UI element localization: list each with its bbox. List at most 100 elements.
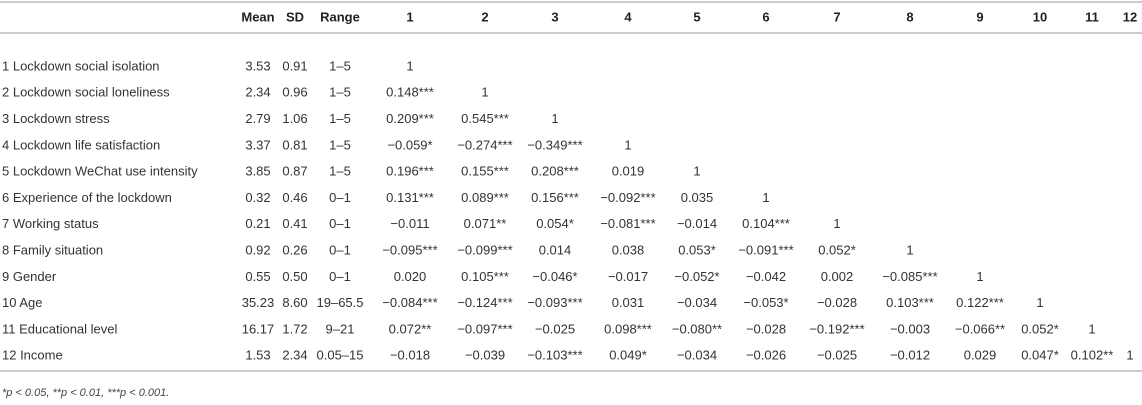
cell: 0.81: [282, 137, 307, 152]
cell: 0.020: [394, 269, 427, 284]
header-cell: 6: [762, 9, 769, 24]
cell: 0.545***: [461, 111, 509, 126]
cell: 0.105***: [461, 269, 509, 284]
cell: 0.019: [612, 164, 645, 179]
cell: 1–5: [329, 137, 351, 152]
cell: 3.53: [245, 58, 270, 73]
row-label: 6 Experience of the lockdown: [2, 190, 172, 205]
cell: 0.002: [821, 269, 854, 284]
cell: 0.32: [245, 190, 270, 205]
cell: −0.028: [746, 321, 786, 336]
cell: −0.014: [677, 216, 717, 231]
row-label: 10 Age: [2, 295, 43, 310]
cell: 0.46: [282, 190, 307, 205]
header-cell: 9: [976, 9, 983, 24]
cell: −0.059*: [387, 137, 432, 152]
header-cell: 4: [624, 9, 632, 24]
cell: 1.53: [245, 348, 270, 363]
cell: 0–1: [329, 269, 351, 284]
cell: 0.209***: [386, 111, 434, 126]
cell: 0.26: [282, 243, 307, 258]
cell: 0.038: [612, 243, 645, 258]
cell: 2.34: [282, 348, 307, 363]
cell: 0.91: [282, 58, 307, 73]
cell: −0.053*: [743, 295, 788, 310]
cell: 0.155***: [461, 164, 509, 179]
cell: 1: [906, 243, 913, 258]
header-cell: 7: [833, 9, 840, 24]
cell: 1: [1088, 321, 1095, 336]
row-label: 9 Gender: [2, 269, 57, 284]
cell: −0.084***: [382, 295, 437, 310]
cell: 1: [406, 58, 413, 73]
cell: 0–1: [329, 216, 351, 231]
cell: −0.039: [465, 348, 505, 363]
cell: 0.089***: [461, 190, 509, 205]
cell: 0–1: [329, 243, 351, 258]
cell: 0.047*: [1021, 348, 1059, 363]
cell: −0.034: [677, 348, 717, 363]
cell: −0.017: [608, 269, 648, 284]
row-label: 11 Educational level: [2, 321, 118, 336]
cell: −0.091***: [738, 243, 793, 258]
cell: −0.080**: [672, 321, 722, 336]
cell: 0.87: [282, 164, 307, 179]
cell: 19–65.5: [317, 295, 364, 310]
cell: 0.156***: [531, 190, 579, 205]
cell: 3.37: [245, 137, 270, 152]
cell: −0.066**: [955, 321, 1005, 336]
footnote: *p < 0.05, **p < 0.01, ***p < 0.001.: [2, 387, 169, 399]
cell: 0.96: [282, 85, 307, 100]
cell: −0.028: [817, 295, 857, 310]
cell: 0.50: [282, 269, 307, 284]
header-cell: 8: [906, 9, 913, 24]
row-label: 5 Lockdown WeChat use intensity: [2, 164, 198, 179]
cell: −0.097***: [457, 321, 512, 336]
cell: −0.274***: [457, 137, 512, 152]
header-cell: 12: [1123, 9, 1137, 24]
cell: 0.049*: [609, 348, 647, 363]
cell: −0.003: [890, 321, 930, 336]
cell: 9–21: [326, 321, 355, 336]
header-cell: 10: [1033, 9, 1047, 24]
cell: 0.104***: [742, 216, 790, 231]
cell: −0.026: [746, 348, 786, 363]
cell: 1.06: [282, 111, 307, 126]
cell: 1: [551, 111, 558, 126]
cell: 1: [1036, 295, 1043, 310]
cell: 0.053*: [678, 243, 716, 258]
row-label: 7 Working status: [2, 216, 99, 231]
cell: 0.035: [681, 190, 714, 205]
cell: 0.031: [612, 295, 645, 310]
cell: −0.046*: [532, 269, 577, 284]
cell: 0–1: [329, 190, 351, 205]
cell: −0.085***: [882, 269, 937, 284]
row-label: 4 Lockdown life satisfaction: [2, 137, 160, 152]
cell: 0.103***: [886, 295, 934, 310]
cell: −0.124***: [457, 295, 512, 310]
cell: 0.071**: [464, 216, 507, 231]
row-label: 2 Lockdown social loneliness: [2, 85, 170, 100]
cell: −0.093***: [527, 295, 582, 310]
cell: 1: [1126, 348, 1133, 363]
row-label: 3 Lockdown stress: [2, 111, 110, 126]
cell: 8.60: [282, 295, 307, 310]
cell: 0.196***: [386, 164, 434, 179]
cell: 0.029: [964, 348, 997, 363]
cell: 1: [693, 164, 700, 179]
cell: 35.23: [242, 295, 275, 310]
cell: −0.081***: [600, 216, 655, 231]
cell: 0.052*: [1021, 321, 1059, 336]
cell: −0.349***: [527, 137, 582, 152]
cell: 0.131***: [386, 190, 434, 205]
header-cell: 1: [406, 9, 413, 24]
cell: 1: [833, 216, 840, 231]
cell: −0.192***: [809, 321, 864, 336]
cell: 0.052*: [818, 243, 856, 258]
cell: 0.148***: [386, 85, 434, 100]
cell: −0.025: [535, 321, 575, 336]
cell: 0.92: [245, 243, 270, 258]
cell: −0.095***: [382, 243, 437, 258]
cell: 0.21: [245, 216, 270, 231]
